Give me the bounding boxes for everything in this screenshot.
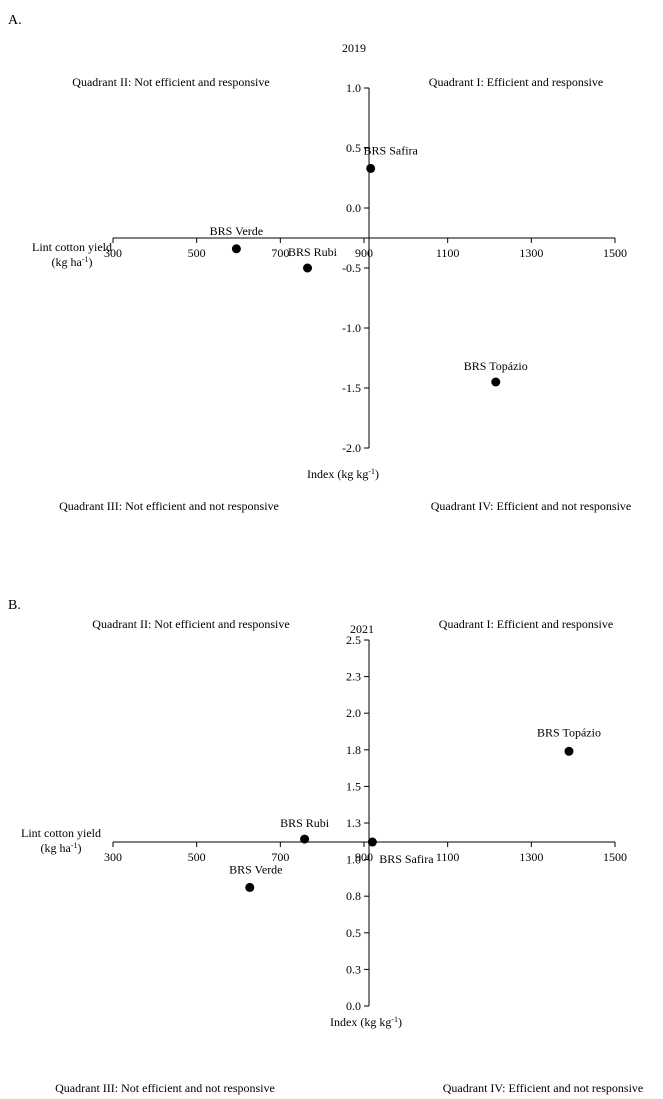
data-point-label: BRS Safira <box>379 852 434 866</box>
quadrant-3-label: Quadrant III: Not efficient and not resp… <box>59 499 279 513</box>
x-tick-label: 1100 <box>436 246 460 260</box>
x-tick-label: 300 <box>104 850 122 864</box>
data-point <box>300 834 310 844</box>
quadrant-3-label: Quadrant III: Not efficient and not resp… <box>55 1081 275 1095</box>
x-tick-label: 700 <box>271 850 289 864</box>
data-point <box>491 377 501 387</box>
data-point <box>367 837 377 847</box>
y-tick-label: 2.5 <box>346 633 361 647</box>
x-tick-label: 900 <box>355 246 373 260</box>
y-tick-label: 0.3 <box>346 962 361 976</box>
y-tick-label: 1.0 <box>346 853 361 867</box>
chart-title: 2021 <box>350 622 374 636</box>
x-tick-label: 1500 <box>603 246 627 260</box>
data-point-label: BRS Verde <box>210 224 263 238</box>
x-tick-label: 1300 <box>519 850 543 864</box>
y-tick-label: -0.5 <box>342 261 361 275</box>
quadrant-4-label: Quadrant IV: Efficient and not responsiv… <box>443 1081 644 1095</box>
y-tick-label: -1.0 <box>342 321 361 335</box>
data-point <box>231 244 241 254</box>
y-tick-label: 0.5 <box>346 141 361 155</box>
y-tick-label: 0.8 <box>346 889 361 903</box>
data-point-label: BRS Verde <box>229 862 282 876</box>
x-tick-label: 700 <box>271 246 289 260</box>
quadrant-4-label: Quadrant IV: Efficient and not responsiv… <box>431 499 632 513</box>
y-tick-label: 1.8 <box>346 743 361 757</box>
y-axis-title: Index (kg kg-1) <box>330 1015 402 1030</box>
x-tick-label: 1100 <box>436 850 460 864</box>
x-tick-label: 1500 <box>603 850 627 864</box>
data-point <box>245 882 255 892</box>
y-tick-label: 0.5 <box>346 926 361 940</box>
x-axis-unit: (kg ha-1) <box>52 255 93 270</box>
x-axis-unit: (kg ha-1) <box>41 841 82 856</box>
data-point <box>366 163 376 173</box>
x-tick-label: 900 <box>355 850 373 864</box>
y-axis-title: Index (kg kg-1) <box>307 467 379 482</box>
y-tick-label: 1.3 <box>346 816 361 830</box>
data-point-label: BRS Rubi <box>288 245 338 259</box>
quadrant-2-label: Quadrant II: Not efficient and responsiv… <box>72 75 269 89</box>
data-point <box>303 263 313 273</box>
y-tick-label: -2.0 <box>342 441 361 455</box>
data-point <box>564 746 574 756</box>
quadrant-2-label: Quadrant II: Not efficient and responsiv… <box>92 617 289 631</box>
data-point-label: BRS Topázio <box>464 359 528 373</box>
data-point-label: BRS Topázio <box>537 725 601 739</box>
x-tick-label: 300 <box>104 246 122 260</box>
chart-title: 2019 <box>342 41 366 55</box>
y-tick-label: 2.3 <box>346 670 361 684</box>
x-tick-label: 500 <box>188 246 206 260</box>
data-point-label: BRS Safira <box>364 143 419 157</box>
y-tick-label: 0.0 <box>346 201 361 215</box>
data-point-label: BRS Rubi <box>280 816 330 830</box>
panel-label: A. <box>8 13 22 28</box>
x-axis-title: Lint cotton yield <box>21 826 101 840</box>
y-tick-label: -1.5 <box>342 381 361 395</box>
y-tick-label: 1.5 <box>346 779 361 793</box>
x-axis-title: Lint cotton yield <box>32 240 112 254</box>
quadrant-1-label: Quadrant I: Efficient and responsive <box>429 75 603 89</box>
y-tick-label: 2.0 <box>346 706 361 720</box>
x-tick-label: 500 <box>188 850 206 864</box>
panel-label: B. <box>8 598 21 613</box>
x-tick-label: 1300 <box>519 246 543 260</box>
y-tick-label: 0.0 <box>346 999 361 1013</box>
y-tick-label: 1.0 <box>346 81 361 95</box>
quadrant-1-label: Quadrant I: Efficient and responsive <box>439 617 613 631</box>
